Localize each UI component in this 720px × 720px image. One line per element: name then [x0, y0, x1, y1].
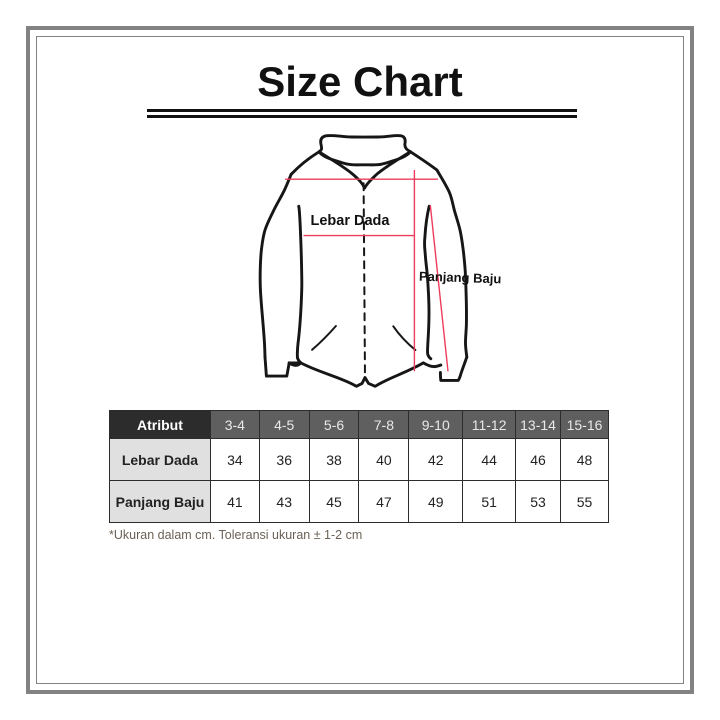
svg-text:Panjang Baju: Panjang Baju — [419, 269, 502, 287]
svg-text:Lebar Dada: Lebar Dada — [311, 213, 391, 229]
